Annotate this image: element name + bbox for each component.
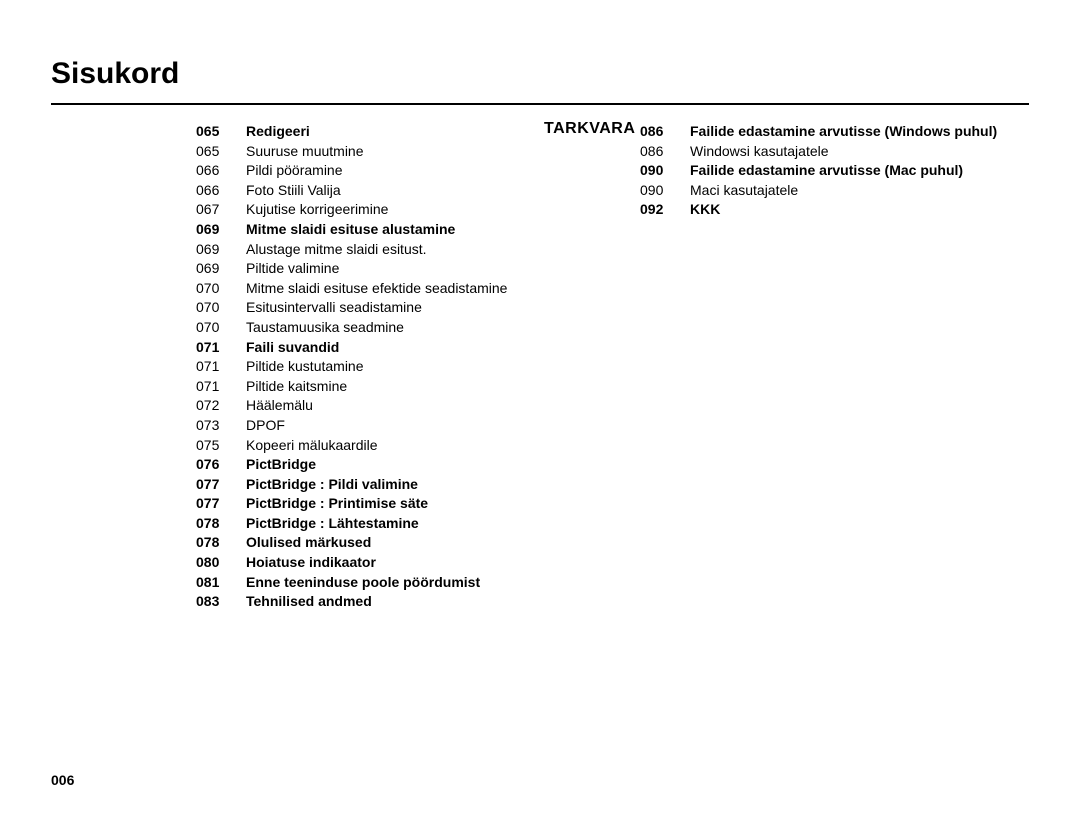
toc-page-number: 069 [196, 240, 246, 260]
toc-page-number: 071 [196, 377, 246, 397]
toc-page-number: 086 [640, 122, 690, 142]
toc-entry-title: Alustage mitme slaidi esitust. [246, 240, 427, 260]
toc-page-number: 086 [640, 142, 690, 162]
toc-page-number: 071 [196, 357, 246, 377]
toc-page-number: 065 [196, 122, 246, 142]
toc-entry-title: Kujutise korrigeerimine [246, 200, 388, 220]
toc-entry: 069Mitme slaidi esituse alustamine [196, 220, 566, 240]
toc-entry: 071Piltide kaitsmine [196, 377, 566, 397]
toc-page-number: 077 [196, 494, 246, 514]
toc-entry: 080Hoiatuse indikaator [196, 553, 566, 573]
toc-entry: 090Maci kasutajatele [640, 181, 1040, 201]
toc-entry: 078Olulised märkused [196, 533, 566, 553]
toc-page-number: 077 [196, 475, 246, 495]
toc-entry-title: Häälemälu [246, 396, 313, 416]
toc-entry: 066Foto Stiili Valija [196, 181, 566, 201]
toc-entry-title: Windowsi kasutajatele [690, 142, 829, 162]
toc-entry: 076PictBridge [196, 455, 566, 475]
toc-entry: 078PictBridge : Lähtestamine [196, 514, 566, 534]
toc-column-1: 065Redigeeri065Suuruse muutmine066Pildi … [196, 122, 566, 612]
toc-entry: 081Enne teeninduse poole pöördumist [196, 573, 566, 593]
toc-entry: 086Windowsi kasutajatele [640, 142, 1040, 162]
toc-entry-title: Piltide kustutamine [246, 357, 364, 377]
toc-entry: 077PictBridge : Pildi valimine [196, 475, 566, 495]
toc-entry: 069Alustage mitme slaidi esitust. [196, 240, 566, 260]
toc-entry-title: Kopeeri mälukaardile [246, 436, 378, 456]
toc-page-number: 070 [196, 279, 246, 299]
toc-entry: 069Piltide valimine [196, 259, 566, 279]
toc-entry-title: Pildi pööramine [246, 161, 343, 181]
toc-page-number: 081 [196, 573, 246, 593]
toc-page-number: 067 [196, 200, 246, 220]
toc-entry: 077PictBridge : Printimise säte [196, 494, 566, 514]
toc-page-number: 072 [196, 396, 246, 416]
toc-entry-title: Foto Stiili Valija [246, 181, 341, 201]
toc-entry-title: Piltide valimine [246, 259, 339, 279]
toc-page-number: 071 [196, 338, 246, 358]
toc-entry-title: Taustamuusika seadmine [246, 318, 404, 338]
toc-entry-title: Failide edastamine arvutisse (Windows pu… [690, 122, 997, 142]
toc-entry: 070Esitusintervalli seadistamine [196, 298, 566, 318]
toc-page-number: 078 [196, 533, 246, 553]
toc-entry-title: Tehnilised andmed [246, 592, 372, 612]
toc-entry: 072Häälemälu [196, 396, 566, 416]
toc-entry-title: Suuruse muutmine [246, 142, 364, 162]
toc-column-2: 086Failide edastamine arvutisse (Windows… [640, 122, 1040, 220]
heading-divider [51, 103, 1029, 105]
toc-page-number: 073 [196, 416, 246, 436]
section-label-tarkvara: TARKVARA [544, 120, 635, 138]
toc-page-number: 069 [196, 220, 246, 240]
toc-entry-title: Redigeeri [246, 122, 310, 142]
toc-entry-title: Failide edastamine arvutisse (Mac puhul) [690, 161, 963, 181]
toc-entry-title: Enne teeninduse poole pöördumist [246, 573, 480, 593]
toc-entry: 065Suuruse muutmine [196, 142, 566, 162]
toc-entry: 090Failide edastamine arvutisse (Mac puh… [640, 161, 1040, 181]
toc-entry-title: KKK [690, 200, 720, 220]
toc-entry-title: Hoiatuse indikaator [246, 553, 376, 573]
toc-page-number: 080 [196, 553, 246, 573]
toc-entry: 070Mitme slaidi esituse efektide seadist… [196, 279, 566, 299]
toc-entry: 075Kopeeri mälukaardile [196, 436, 566, 456]
toc-page-number: 066 [196, 181, 246, 201]
toc-entry: 071Faili suvandid [196, 338, 566, 358]
toc-page-number: 078 [196, 514, 246, 534]
toc-page-number: 066 [196, 161, 246, 181]
toc-entry: 066Pildi pööramine [196, 161, 566, 181]
toc-entry: 083Tehnilised andmed [196, 592, 566, 612]
toc-entry: 073DPOF [196, 416, 566, 436]
toc-entry-title: Maci kasutajatele [690, 181, 798, 201]
toc-page-number: 075 [196, 436, 246, 456]
toc-entry-title: Piltide kaitsmine [246, 377, 347, 397]
toc-page-number: 065 [196, 142, 246, 162]
toc-entry-title: PictBridge [246, 455, 316, 475]
toc-entry-title: Olulised märkused [246, 533, 371, 553]
toc-entry: 067Kujutise korrigeerimine [196, 200, 566, 220]
toc-entry: 070Taustamuusika seadmine [196, 318, 566, 338]
toc-entry-title: Mitme slaidi esituse efektide seadistami… [246, 279, 507, 299]
toc-page-number: 092 [640, 200, 690, 220]
toc-page-number: 070 [196, 298, 246, 318]
toc-page-number: 090 [640, 161, 690, 181]
toc-entry-title: PictBridge : Printimise säte [246, 494, 428, 514]
toc-page-number: 069 [196, 259, 246, 279]
toc-entry-title: Mitme slaidi esituse alustamine [246, 220, 455, 240]
toc-page-number: 070 [196, 318, 246, 338]
toc-entry: 071Piltide kustutamine [196, 357, 566, 377]
toc-entry-title: PictBridge : Pildi valimine [246, 475, 418, 495]
toc-entry-title: Faili suvandid [246, 338, 339, 358]
toc-entry: 092KKK [640, 200, 1040, 220]
toc-entry-title: PictBridge : Lähtestamine [246, 514, 419, 534]
toc-entry: 065Redigeeri [196, 122, 566, 142]
toc-page-number: 083 [196, 592, 246, 612]
toc-entry: 086Failide edastamine arvutisse (Windows… [640, 122, 1040, 142]
page-number: 006 [51, 772, 74, 788]
toc-page-number: 090 [640, 181, 690, 201]
toc-entry-title: Esitusintervalli seadistamine [246, 298, 422, 318]
page-title: Sisukord [51, 57, 179, 91]
toc-entry-title: DPOF [246, 416, 285, 436]
toc-page-number: 076 [196, 455, 246, 475]
